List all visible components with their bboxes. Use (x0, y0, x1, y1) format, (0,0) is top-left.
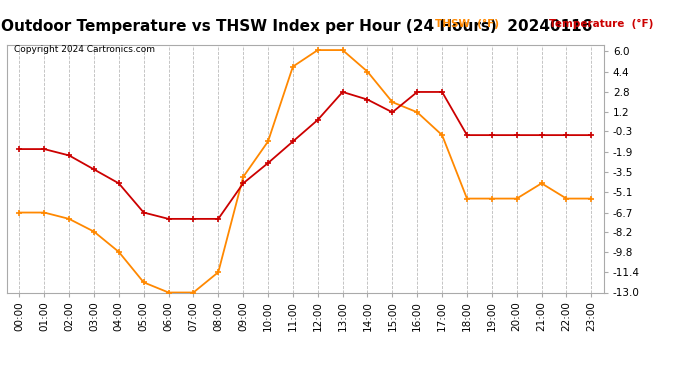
Text: THSW  (°F): THSW (°F) (435, 19, 499, 29)
THSW  (°F) (364, 69, 372, 74)
Temperature  (°F) (115, 181, 123, 186)
THSW  (°F) (413, 110, 422, 114)
Temperature  (°F) (15, 147, 23, 152)
THSW  (°F) (90, 230, 98, 234)
Temperature  (°F) (513, 133, 521, 137)
THSW  (°F) (115, 250, 123, 254)
Temperature  (°F) (339, 90, 347, 94)
Temperature  (°F) (214, 217, 222, 221)
THSW  (°F) (513, 196, 521, 201)
THSW  (°F) (65, 217, 73, 221)
Temperature  (°F) (463, 133, 471, 137)
Temperature  (°F) (488, 133, 496, 137)
THSW  (°F) (139, 280, 148, 285)
Text: Temperature  (°F): Temperature (°F) (549, 19, 653, 29)
Temperature  (°F) (288, 139, 297, 144)
Temperature  (°F) (562, 133, 571, 137)
THSW  (°F) (40, 210, 48, 215)
THSW  (°F) (388, 100, 397, 104)
THSW  (°F) (463, 196, 471, 201)
Line: Temperature  (°F): Temperature (°F) (16, 88, 595, 222)
THSW  (°F) (288, 64, 297, 69)
Text: Outdoor Temperature vs THSW Index per Hour (24 Hours)  20240116: Outdoor Temperature vs THSW Index per Ho… (1, 19, 593, 34)
Temperature  (°F) (413, 90, 422, 94)
Temperature  (°F) (438, 90, 446, 94)
THSW  (°F) (189, 290, 197, 295)
Temperature  (°F) (538, 133, 546, 137)
THSW  (°F) (339, 48, 347, 52)
Temperature  (°F) (65, 153, 73, 158)
THSW  (°F) (239, 175, 247, 179)
Temperature  (°F) (388, 110, 397, 114)
THSW  (°F) (538, 181, 546, 186)
Temperature  (°F) (40, 147, 48, 152)
THSW  (°F) (587, 196, 595, 201)
THSW  (°F) (562, 196, 571, 201)
THSW  (°F) (264, 139, 272, 144)
THSW  (°F) (164, 290, 172, 295)
Temperature  (°F) (314, 118, 322, 122)
Temperature  (°F) (239, 181, 247, 186)
Temperature  (°F) (164, 217, 172, 221)
THSW  (°F) (488, 196, 496, 201)
Temperature  (°F) (139, 210, 148, 215)
THSW  (°F) (15, 210, 23, 215)
Temperature  (°F) (189, 217, 197, 221)
THSW  (°F) (314, 48, 322, 52)
Temperature  (°F) (264, 161, 272, 165)
Temperature  (°F) (90, 167, 98, 172)
THSW  (°F) (214, 270, 222, 274)
Temperature  (°F) (587, 133, 595, 137)
Temperature  (°F) (364, 98, 372, 102)
Line: THSW  (°F): THSW (°F) (16, 46, 595, 296)
Text: Copyright 2024 Cartronics.com: Copyright 2024 Cartronics.com (14, 45, 155, 54)
THSW  (°F) (438, 133, 446, 137)
